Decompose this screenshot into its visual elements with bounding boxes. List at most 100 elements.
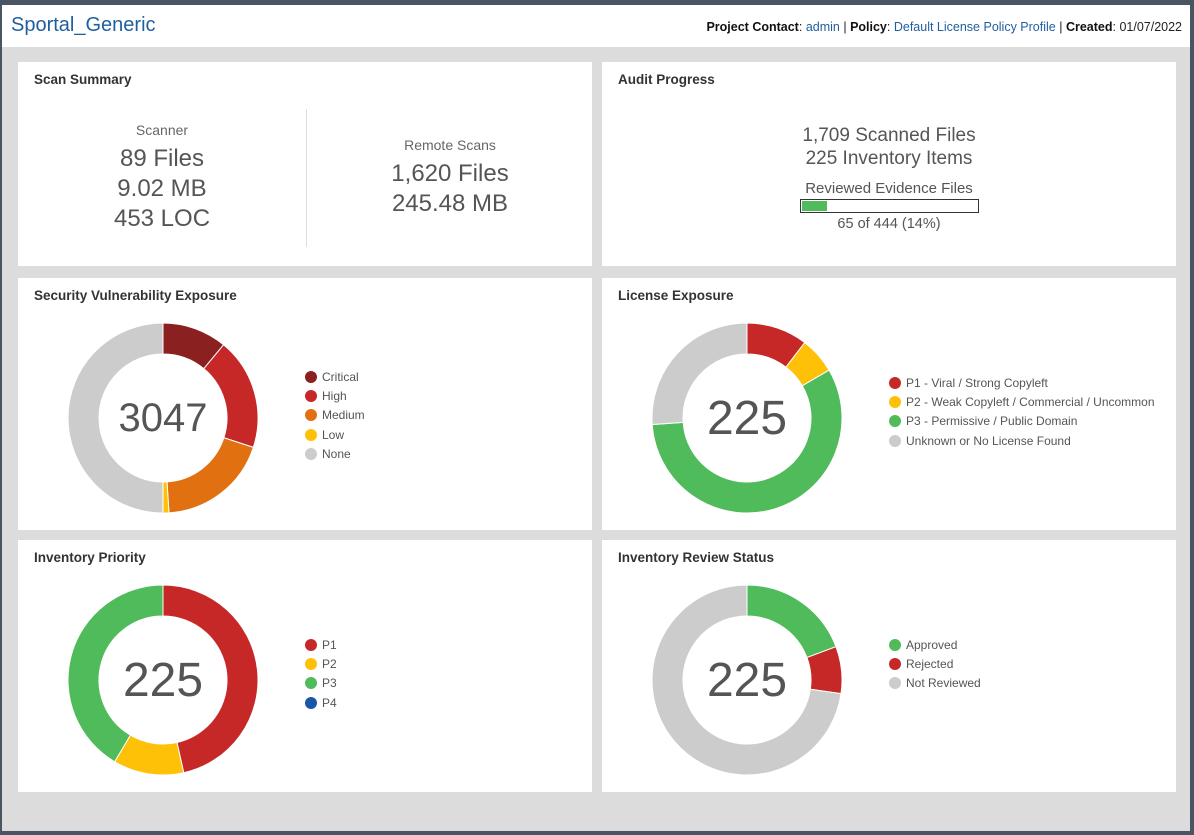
donut-slice-p3-permissive-public-domain[interactable] — [651, 369, 843, 514]
contact-label: Project Contact — [706, 20, 799, 34]
legend-label: Not Reviewed — [906, 676, 981, 691]
panel-title: Inventory Priority — [34, 550, 146, 565]
panel-title: License Exposure — [618, 288, 734, 303]
legend-swatch — [305, 389, 317, 402]
legend-item[interactable]: P3 — [305, 674, 337, 693]
reviewed-label: Reviewed Evidence Files — [805, 180, 973, 197]
security-panel: Security Vulnerability Exposure 3047 Cri… — [18, 278, 592, 530]
priority-panel: Inventory Priority 225 P1 P2 P3 P4 — [18, 540, 592, 792]
scanner-label: Scanner — [135, 122, 189, 138]
legend-label: High — [322, 388, 347, 403]
review-panel: Inventory Review Status 225 Approved Reje… — [602, 540, 1176, 792]
priority-donut[interactable]: 225 — [67, 584, 259, 776]
legend-label: Medium — [322, 408, 365, 423]
donut-slice-p3[interactable] — [67, 584, 164, 763]
legend-item[interactable]: Rejected — [889, 654, 981, 673]
policy-link[interactable]: Default License Policy Profile — [893, 20, 1056, 34]
legend-swatch — [889, 395, 901, 408]
review-legend: Approved Rejected Not Reviewed — [889, 635, 981, 693]
legend-swatch — [305, 370, 317, 383]
donut-slice-p1[interactable] — [162, 584, 259, 774]
progress-fill — [801, 201, 828, 211]
remote-size: 245.48 MB — [391, 190, 509, 217]
legend-item[interactable]: P1 - Viral / Strong Copyleft — [889, 373, 1155, 392]
donut-total: 225 — [706, 653, 788, 707]
legend-swatch — [305, 657, 317, 670]
legend-item[interactable]: P3 - Permissive / Public Domain — [889, 412, 1155, 431]
security-donut[interactable]: 3047 — [67, 322, 259, 514]
scanned-files: 1,709 Scanned Files — [802, 125, 976, 146]
legend-label: P2 - Weak Copyleft / Commercial / Uncomm… — [906, 394, 1155, 409]
column-divider — [306, 109, 307, 247]
legend-swatch — [305, 428, 317, 441]
license-legend: P1 - Viral / Strong Copyleft P2 - Weak Co… — [889, 373, 1155, 450]
legend-item[interactable]: Critical — [305, 367, 365, 386]
legend-swatch — [889, 376, 901, 389]
review-donut[interactable]: 225 — [651, 584, 843, 776]
legend-swatch — [305, 696, 317, 709]
contact-link[interactable]: admin — [805, 20, 840, 34]
audit-stats: 1,709 Scanned Files 225 Inventory Items … — [602, 124, 1176, 232]
legend-label: Unknown or No License Found — [906, 433, 1071, 448]
donut-total: 3047 — [118, 395, 208, 440]
page-header: Sportal_Generic Project Contact: admin |… — [2, 5, 1190, 47]
policy-label: Policy — [850, 20, 887, 34]
legend-swatch — [889, 415, 901, 428]
legend-swatch — [305, 638, 317, 651]
legend-label: Approved — [906, 637, 958, 652]
panel-title: Scan Summary — [34, 72, 132, 87]
project-title: Sportal_Generic — [11, 14, 156, 36]
legend-item[interactable]: P2 - Weak Copyleft / Commercial / Uncomm… — [889, 392, 1155, 411]
license-donut[interactable]: 225 — [651, 322, 843, 514]
legend-swatch — [305, 409, 317, 422]
legend-swatch — [889, 638, 901, 651]
scan-summary-panel: Scan Summary Scanner 89 Files 9.02 MB 45… — [18, 62, 592, 266]
legend-label: P2 — [322, 656, 337, 671]
remote-label: Remote Scans — [404, 137, 496, 153]
donut-total: 225 — [706, 391, 788, 445]
legend-swatch — [305, 447, 317, 460]
created-date: 01/07/2022 — [1119, 20, 1182, 34]
security-legend: Critical High Medium Low None — [305, 367, 365, 463]
legend-item[interactable]: Medium — [305, 406, 365, 425]
license-panel: License Exposure 225 P1 - Viral / Strong… — [602, 278, 1176, 530]
donut-slice-not-reviewed[interactable] — [651, 584, 842, 776]
legend-label: P1 - Viral / Strong Copyleft — [906, 375, 1048, 390]
legend-swatch — [889, 677, 901, 690]
legend-item[interactable]: None — [305, 444, 365, 463]
panel-title: Audit Progress — [618, 72, 715, 87]
scanner-stats: Scanner 89 Files 9.02 MB 453 LOC — [62, 122, 262, 234]
legend-item[interactable]: Approved — [889, 635, 981, 654]
legend-item[interactable]: P2 — [305, 654, 337, 673]
scanner-loc: 453 LOC — [113, 205, 211, 232]
legend-label: None — [322, 446, 351, 461]
panel-title: Security Vulnerability Exposure — [34, 288, 237, 303]
dashboard-frame: Sportal_Generic Project Contact: admin |… — [2, 5, 1190, 831]
legend-label: P4 — [322, 695, 337, 710]
reviewed-count: 65 of 444 (14%) — [837, 216, 941, 232]
priority-legend: P1 P2 P3 P4 — [305, 635, 337, 712]
legend-item[interactable]: Not Reviewed — [889, 674, 981, 693]
legend-item[interactable]: P4 — [305, 693, 337, 712]
legend-item[interactable]: P1 — [305, 635, 337, 654]
reviewed-progress-bar — [799, 199, 979, 213]
legend-item[interactable]: Unknown or No License Found — [889, 431, 1155, 450]
project-meta: Project Contact: admin | Policy: Default… — [706, 20, 1182, 34]
legend-swatch — [305, 677, 317, 690]
scanner-size: 9.02 MB — [117, 175, 207, 202]
donut-total: 225 — [122, 653, 204, 707]
legend-swatch — [889, 657, 901, 670]
legend-label: P1 — [322, 637, 337, 652]
donut-slice-none[interactable] — [67, 322, 164, 514]
donut-slice-unknown-or-no-license-found[interactable] — [651, 322, 748, 426]
legend-label: P3 - Permissive / Public Domain — [906, 414, 1078, 429]
legend-item[interactable]: Low — [305, 425, 365, 444]
legend-label: P3 — [322, 676, 337, 691]
remote-stats: Remote Scans 1,620 Files 245.48 MB — [350, 137, 550, 219]
remote-files: 1,620 Files — [391, 160, 509, 187]
audit-progress-panel: Audit Progress 1,709 Scanned Files 225 I… — [602, 62, 1176, 266]
legend-item[interactable]: High — [305, 386, 365, 405]
legend-label: Critical — [322, 369, 359, 384]
legend-swatch — [889, 434, 901, 447]
scanner-files: 89 Files — [119, 145, 205, 172]
